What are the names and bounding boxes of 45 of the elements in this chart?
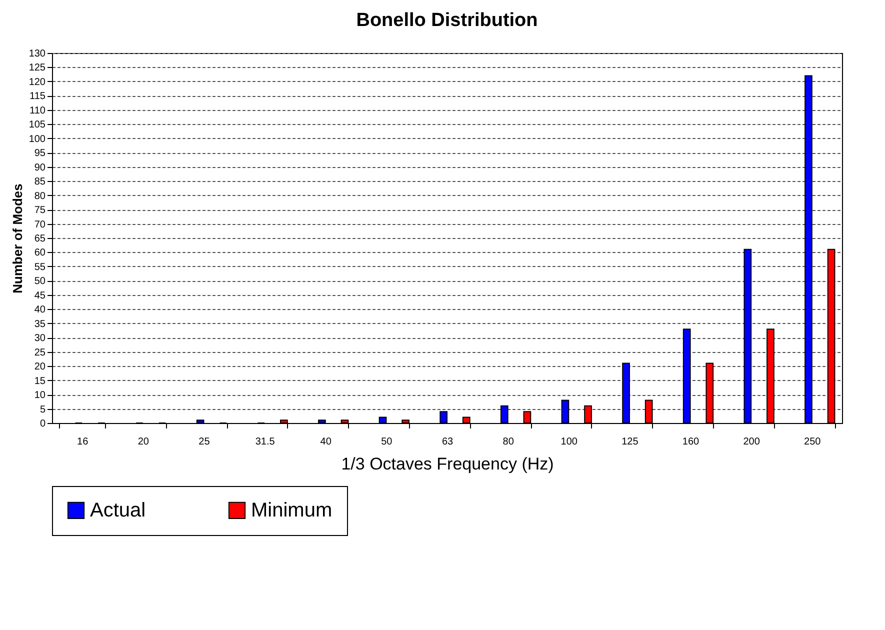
y-tick-label: 120 [28, 76, 46, 88]
y-tick-label: 30 [34, 333, 46, 344]
legend-label: Minimum [251, 499, 332, 522]
x-tick-label: 16 [77, 436, 89, 448]
y-axis-title: Number of Modes [10, 184, 25, 294]
y-tick-label: 20 [34, 362, 46, 373]
y-tick-label: 50 [34, 276, 46, 288]
y-tick-label: 125 [28, 62, 46, 74]
legend-label: Actual [90, 499, 146, 522]
y-tick-label: 115 [30, 91, 46, 102]
x-tick-label: 125 [622, 436, 639, 448]
x-tick-label: 25 [198, 436, 210, 448]
y-tick-label: 75 [34, 205, 46, 216]
y-tick-label: 35 [34, 318, 46, 330]
x-axis-title: 1/3 Octaves Frequency (Hz) [341, 454, 554, 474]
y-tick-label: 105 [28, 120, 46, 131]
x-tick-label: 63 [442, 436, 454, 448]
chart-title: Bonello Distribution [356, 10, 538, 31]
y-tick-label: 65 [34, 234, 46, 244]
y-tick-label: 25 [34, 347, 46, 358]
x-tick-label: 50 [381, 436, 393, 448]
y-tick-label: 5 [40, 404, 46, 416]
y-tick-label: 55 [34, 262, 46, 273]
y-tick-label: 85 [34, 176, 46, 188]
y-tick-label: 40 [34, 304, 46, 316]
y-tick-label: 70 [34, 219, 46, 230]
y-tick-label: 100 [28, 134, 46, 145]
x-tick-label: 160 [682, 436, 700, 448]
y-tick-label: 10 [34, 390, 46, 402]
y-tick-label: 0 [40, 418, 46, 430]
y-tick-label: 60 [34, 248, 46, 259]
y-tick-label: 80 [34, 190, 46, 202]
x-tick-label: 20 [138, 436, 150, 448]
y-tick-label: 90 [34, 162, 46, 174]
x-tick-label: 200 [743, 436, 760, 448]
x-tick-label: 250 [804, 436, 822, 448]
x-tick-label: 100 [560, 436, 578, 448]
y-tick-label: 130 [28, 48, 46, 60]
x-tick-label: 80 [502, 436, 514, 448]
x-tick-label: 31.5 [255, 436, 276, 448]
x-tick-label: 40 [320, 436, 332, 448]
y-tick-label: 110 [30, 105, 46, 116]
y-tick-label: 95 [34, 148, 46, 160]
y-tick-label: 45 [34, 290, 46, 302]
y-tick-label: 15 [34, 376, 46, 387]
